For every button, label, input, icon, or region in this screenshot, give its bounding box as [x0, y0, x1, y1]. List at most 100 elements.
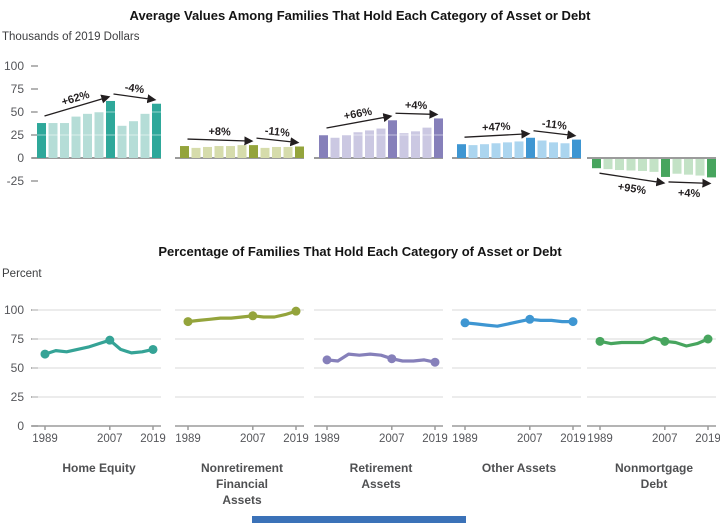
bar-panel-3: +47% -11% [452, 111, 581, 159]
data-point-1989 [460, 318, 470, 328]
y-axis-tick-label: 0 [17, 419, 24, 433]
bar-1992 [48, 123, 58, 158]
trend-line [43, 338, 155, 356]
top-chart-title: Average Values Among Families That Hold … [129, 8, 591, 23]
bar-2001 [503, 142, 512, 158]
data-point-2019 [430, 357, 440, 367]
data-point-2007 [660, 336, 670, 346]
data-point-2019 [148, 344, 158, 354]
bar-1995 [342, 135, 351, 158]
line-panel-4: 1989 2007 2019 [587, 309, 720, 445]
x-axis-tick-label: 2007 [97, 433, 123, 445]
bar-1989 [319, 135, 328, 158]
x-axis-tick-label: 2007 [379, 433, 405, 445]
bar-1998 [491, 143, 501, 158]
change-arrow [668, 178, 712, 188]
trend-line [463, 317, 575, 328]
change-label: +66% [343, 106, 373, 123]
bar-2001 [83, 113, 92, 158]
bar-1989 [457, 144, 466, 158]
x-axis-tick-label: 1989 [175, 433, 201, 445]
bar-2016 [695, 159, 705, 176]
change-arrow [113, 93, 157, 104]
bar-1995 [480, 144, 489, 158]
y-axis-tick-label: 0 [17, 151, 24, 165]
bar-2010 [260, 147, 270, 158]
x-axis-tick-label: 1989 [32, 433, 58, 445]
x-axis-tick-label: 2019 [283, 433, 309, 445]
bar-2016 [560, 143, 570, 158]
bar-2001 [365, 130, 374, 158]
y-axis-tick-label: 75 [11, 82, 25, 96]
bar-2013 [129, 121, 138, 158]
change-arrow [326, 113, 393, 129]
x-axis-tick-label: 1989 [452, 433, 478, 445]
bottom-blue-bar [252, 516, 466, 523]
x-axis-tick-label: 2019 [140, 433, 166, 445]
change-arrow [187, 136, 254, 146]
bar-1992 [191, 147, 201, 158]
trend-line [598, 336, 710, 348]
bar-1992 [468, 145, 478, 158]
category-label-1: Nonretirement Financial Assets [200, 461, 283, 508]
line-panel-0: 1989 2007 2019 [32, 309, 166, 445]
change-label: +95% [617, 181, 647, 197]
bar-1992 [330, 137, 340, 158]
bar-2007 [388, 120, 397, 158]
bar-2016 [283, 146, 293, 158]
bar-2010 [117, 125, 127, 158]
change-arrow [395, 109, 439, 119]
bar-1998 [353, 132, 363, 158]
bar-panel-2: +66% +4% [314, 100, 443, 159]
trend-line [186, 309, 298, 324]
x-axis-tick-label: 2019 [560, 433, 586, 445]
bar-2010 [672, 159, 682, 174]
bar-1989 [180, 146, 189, 158]
bar-charts-row: 100 75 50 25 0 -25 +62% -4% +8% -11% +66% +4% +47% -1… [4, 59, 716, 200]
bar-1989 [592, 159, 601, 169]
y-axis-tick-label: 25 [11, 128, 25, 142]
bar-2001 [226, 146, 235, 158]
bar-2001 [638, 159, 647, 171]
category-label-4: Nonmortgage Debt [615, 461, 693, 492]
bar-2010 [399, 133, 409, 158]
data-point-2019 [703, 334, 713, 344]
bar-2019 [434, 118, 443, 158]
bar-2004 [376, 128, 386, 158]
line-panel-3: 1989 2007 2019 [452, 309, 586, 445]
bar-2013 [549, 142, 558, 158]
bar-2004 [237, 145, 247, 158]
bar-2013 [272, 146, 281, 158]
bar-panel-0: +62% -4% [32, 82, 161, 159]
bar-2007 [526, 137, 535, 158]
bar-2013 [411, 131, 420, 158]
bar-2016 [422, 127, 432, 158]
change-arrow [44, 94, 111, 117]
bar-2010 [537, 140, 547, 158]
category-label-2: Retirement Assets [349, 461, 413, 492]
line-panel-2: 1989 2007 2019 [314, 309, 448, 445]
bar-2019 [152, 103, 161, 158]
x-axis-tick-label: 2019 [422, 433, 448, 445]
change-arrow [464, 129, 531, 139]
bar-2019 [572, 139, 581, 158]
data-point-2007 [248, 311, 258, 321]
bar-1998 [626, 159, 636, 171]
bar-panel-1: +8% -11% [175, 111, 304, 159]
line-panel-1: 1989 2007 2019 [175, 306, 309, 445]
change-label: +8% [208, 126, 231, 139]
change-label: +47% [482, 121, 511, 135]
x-axis-tick-label: 1989 [314, 433, 340, 445]
bar-1998 [214, 146, 224, 158]
x-axis-tick-label: 2019 [695, 433, 720, 445]
x-axis-tick-label: 2007 [517, 433, 543, 445]
bar-2007 [249, 145, 258, 158]
bar-1995 [60, 123, 69, 158]
data-point-2019 [568, 317, 578, 327]
change-arrow [256, 137, 300, 147]
bar-1995 [615, 159, 624, 171]
data-point-2007 [105, 335, 115, 345]
x-axis-tick-label: 2007 [652, 433, 678, 445]
y-axis-tick-label: 50 [11, 361, 25, 375]
